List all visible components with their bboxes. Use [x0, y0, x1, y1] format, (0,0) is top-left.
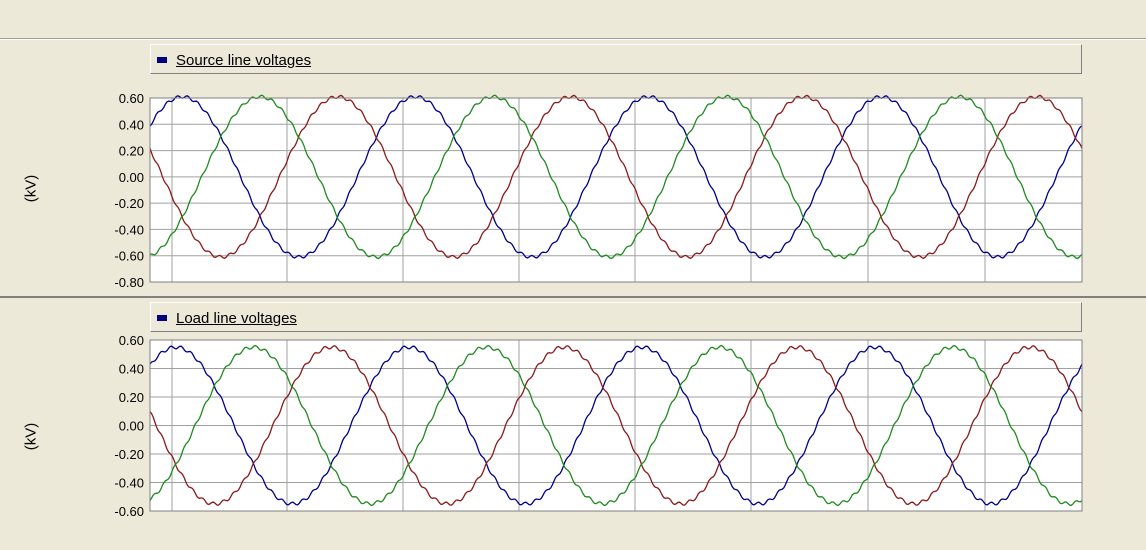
y-tick-label: 0.00 [119, 170, 144, 185]
plot-border [149, 339, 1083, 512]
y-tick-label: 0.20 [119, 144, 144, 159]
y-tick-label: -0.20 [114, 196, 144, 211]
series-line-phase_b [149, 94, 1083, 260]
load-legend-label[interactable]: Load line voltages [176, 310, 297, 327]
y-tick-label: -0.40 [114, 222, 144, 237]
y-tick-label: 0.00 [119, 419, 144, 434]
y-tick-label: -0.60 [114, 504, 144, 519]
panel-splitter[interactable] [0, 296, 1146, 298]
source-voltage-chart: 0.60 0.40 0.20 0.00 -0.20 -0.40 -0.60 -0.80 [114, 91, 1083, 290]
legend-swatch-icon [157, 57, 167, 63]
y-tick-label: 0.40 [119, 362, 144, 377]
legend-swatch-icon [157, 315, 167, 321]
plot-border [149, 97, 1083, 283]
load-voltage-panel: Load line voltages (kV) 0.60 0.40 0.20 0.00… [0, 298, 1146, 550]
load-voltage-chart: 0.60 0.40 0.20 0.00 -0.20 -0.40 -0.60 [114, 333, 1083, 519]
plot-area [150, 98, 1082, 282]
series-line-phase_c [149, 94, 1083, 260]
series-line-phase_a [149, 95, 1083, 259]
y-tick-label: -0.80 [114, 275, 144, 290]
source-legend-bar[interactable]: Source line voltages [150, 44, 1082, 74]
y-tick-label: -0.40 [114, 476, 144, 491]
series-line-phase_c [149, 344, 1083, 507]
y-tick-label: 0.60 [119, 333, 144, 348]
y-tick-label: 0.20 [119, 390, 144, 405]
load-legend-bar[interactable]: Load line voltages [150, 302, 1082, 332]
source-legend-label[interactable]: Source line voltages [176, 52, 312, 69]
source-voltage-panel: Source line voltages (kV) 0.60 0.40 0.20 0.… [0, 40, 1146, 296]
toolbar-area [0, 0, 1146, 39]
y-tick-label: -0.20 [114, 447, 144, 462]
y-tick-label: 0.60 [119, 91, 144, 106]
series-line-phase_b [149, 345, 1083, 506]
series-line-phase_a [149, 345, 1083, 506]
y-tick-label: 0.40 [119, 117, 144, 132]
y-tick-label: -0.60 [114, 249, 144, 264]
toolbar-divider [0, 39, 1146, 40]
